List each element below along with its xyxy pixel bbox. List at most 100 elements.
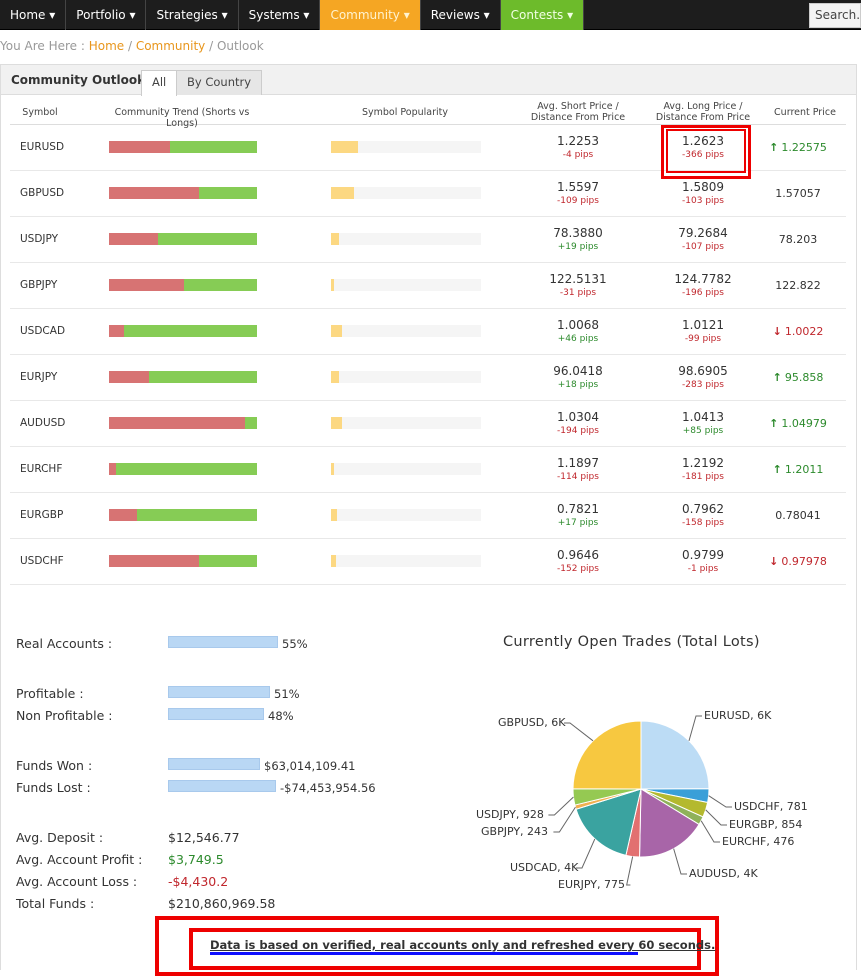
avg-deposit-label: Avg. Deposit : [16, 830, 104, 845]
nav-reviews[interactable]: Reviews ▾ [421, 0, 501, 30]
trend-bar [109, 187, 257, 199]
long-distance-pips: -196 pips [682, 288, 724, 298]
funds-lost-bar [168, 780, 276, 792]
trend-long-fill [148, 371, 257, 383]
nav-community[interactable]: Community ▾ [320, 0, 421, 30]
real-accounts-bar [168, 636, 278, 648]
table-row[interactable]: GBPJPY 122.5131 -31 pips 124.7782 -196 pips 1… [10, 263, 846, 309]
real-accounts-label: Real Accounts : [16, 636, 113, 651]
tab-all[interactable]: All [141, 70, 178, 96]
up-arrow-icon: ↑ [772, 463, 782, 476]
header-popularity: Symbol Popularity [361, 107, 448, 118]
trend-long-fill [157, 233, 257, 245]
symbol-cell[interactable]: EURUSD [20, 141, 65, 153]
pie-leader-line [553, 806, 576, 833]
trend-long-fill [199, 187, 257, 199]
current-price: ↑ 1.04979 [750, 417, 846, 430]
breadcrumb-home-link[interactable]: Home [88, 39, 125, 53]
breadcrumb-separator: / [124, 39, 136, 53]
symbol-cell[interactable]: EURJPY [20, 371, 58, 383]
current-price: ↑ 1.22575 [750, 141, 846, 154]
table-row[interactable]: USDJPY 78.3880 +19 pips 79.2684 -107 pips 78.… [10, 217, 846, 263]
funds-won-bar [168, 758, 260, 770]
table-row[interactable]: GBPUSD 1.5597 -109 pips 1.5809 -103 pips 1.57… [10, 171, 846, 217]
short-distance-pips: -31 pips [559, 288, 597, 298]
nav-contests[interactable]: Contests ▾ [500, 0, 585, 30]
breadcrumb-community-link[interactable]: Community [135, 39, 206, 53]
current-price: ↑ 95.858 [750, 371, 846, 384]
nav-strategies[interactable]: Strategies ▾ [146, 0, 239, 30]
pie-leader-line [673, 848, 687, 875]
symbol-cell[interactable]: EURCHF [20, 463, 63, 475]
table-row[interactable]: EURGBP 0.7821 +17 pips 0.7962 -158 pips 0.780… [10, 493, 846, 539]
trend-long-fill [245, 417, 257, 429]
nav-home[interactable]: Home ▾ [0, 0, 67, 30]
notice-underline [210, 952, 638, 955]
nav-systems[interactable]: Systems ▾ [239, 0, 321, 30]
short-distance-pips: -194 pips [557, 426, 599, 436]
trend-short-fill [109, 509, 138, 521]
non-profitable-bar [168, 708, 264, 720]
avg-long-price: 98.6905 [678, 364, 728, 378]
popularity-fill [331, 555, 336, 567]
symbol-cell[interactable]: GBPUSD [20, 187, 65, 199]
current-price-value: 0.97978 [781, 555, 827, 568]
popularity-bar [331, 233, 481, 245]
popularity-fill [331, 325, 342, 337]
current-price: 0.78041 [750, 509, 846, 522]
symbol-cell[interactable]: EURGBP [20, 509, 64, 521]
pie-slice-audusd[interactable] [639, 788, 700, 858]
popularity-fill [331, 371, 339, 383]
short-distance-pips: -152 pips [557, 564, 599, 574]
header-long-line1: Avg. Long Price / [663, 101, 743, 112]
pie-slice-usdcad[interactable] [575, 788, 642, 856]
data-refresh-notice: Data is based on verified, real accounts… [210, 938, 716, 952]
avg-long-price: 1.5809 [682, 180, 724, 194]
avg-deposit-value: $12,546.77 [168, 830, 240, 845]
trend-short-fill [109, 371, 149, 383]
long-distance-pips: -181 pips [682, 472, 724, 482]
popularity-fill [331, 187, 354, 199]
profitable-label: Profitable : [16, 686, 84, 701]
table-row[interactable]: USDCAD 1.0068 +46 pips 1.0121 -99 pips ↓ 1.002… [10, 309, 846, 355]
long-distance-pips: -107 pips [682, 242, 724, 252]
funds-lost-label: Funds Lost : [16, 780, 91, 795]
symbol-cell[interactable]: USDJPY [20, 233, 59, 245]
trend-short-fill [109, 233, 158, 245]
pie-label-usdjpy: USDJPY, 928 [476, 808, 544, 821]
popularity-fill [331, 141, 358, 153]
header-short-line2: Distance From Price [530, 112, 626, 123]
trend-long-fill [184, 279, 257, 291]
tab-by-country[interactable]: By Country [176, 70, 263, 95]
current-price-value: 1.04979 [781, 417, 827, 430]
current-price-value: 1.2011 [784, 463, 824, 476]
table-row[interactable]: AUDUSD 1.0304 -194 pips 1.0413 +85 pips ↑ 1.04… [10, 401, 846, 447]
short-distance-pips: +17 pips [557, 518, 599, 528]
pie-slice-gbpusd[interactable] [572, 720, 642, 790]
avg-long-price: 1.0121 [682, 318, 724, 332]
table-row[interactable]: EURJPY 96.0418 +18 pips 98.6905 -283 pips ↑ 95… [10, 355, 846, 401]
popularity-bar [331, 279, 481, 291]
popularity-bar [331, 325, 481, 337]
short-distance-pips: -114 pips [557, 472, 599, 482]
popularity-fill [331, 463, 334, 475]
header-short-price: Avg. Short Price / Distance From Price [528, 101, 628, 123]
symbol-cell[interactable]: USDCHF [20, 555, 64, 567]
symbol-cell[interactable]: GBPJPY [20, 279, 58, 291]
total-funds-label: Total Funds : [16, 896, 95, 911]
table-row[interactable]: EURCHF 1.1897 -114 pips 1.2192 -181 pips ↑ 1.2… [10, 447, 846, 493]
funds-won-value: $63,014,109.41 [264, 759, 356, 773]
long-distance-pips: -1 pips [687, 564, 719, 574]
nav-portfolio[interactable]: Portfolio ▾ [66, 0, 147, 30]
notice-inner-box [189, 928, 701, 970]
table-header: Symbol Community Trend (Shorts vs Longs)… [10, 100, 846, 129]
pie-slice-eurusd[interactable] [640, 720, 710, 790]
table-row[interactable]: USDCHF 0.9646 -152 pips 0.9799 -1 pips ↓ 0.979… [10, 539, 846, 585]
symbol-cell[interactable]: AUDUSD [20, 417, 66, 429]
long-distance-pips: -366 pips [682, 150, 724, 160]
pie-label-gbpjpy: GBPJPY, 243 [481, 825, 549, 838]
avg-long-price: 79.2684 [678, 226, 728, 240]
symbol-cell[interactable]: USDCAD [20, 325, 66, 337]
search-input[interactable]: Search... [809, 3, 861, 28]
table-row[interactable]: EURUSD 1.2253 -4 pips 1.2623 -366 pips ↑ 1.225… [10, 125, 846, 171]
